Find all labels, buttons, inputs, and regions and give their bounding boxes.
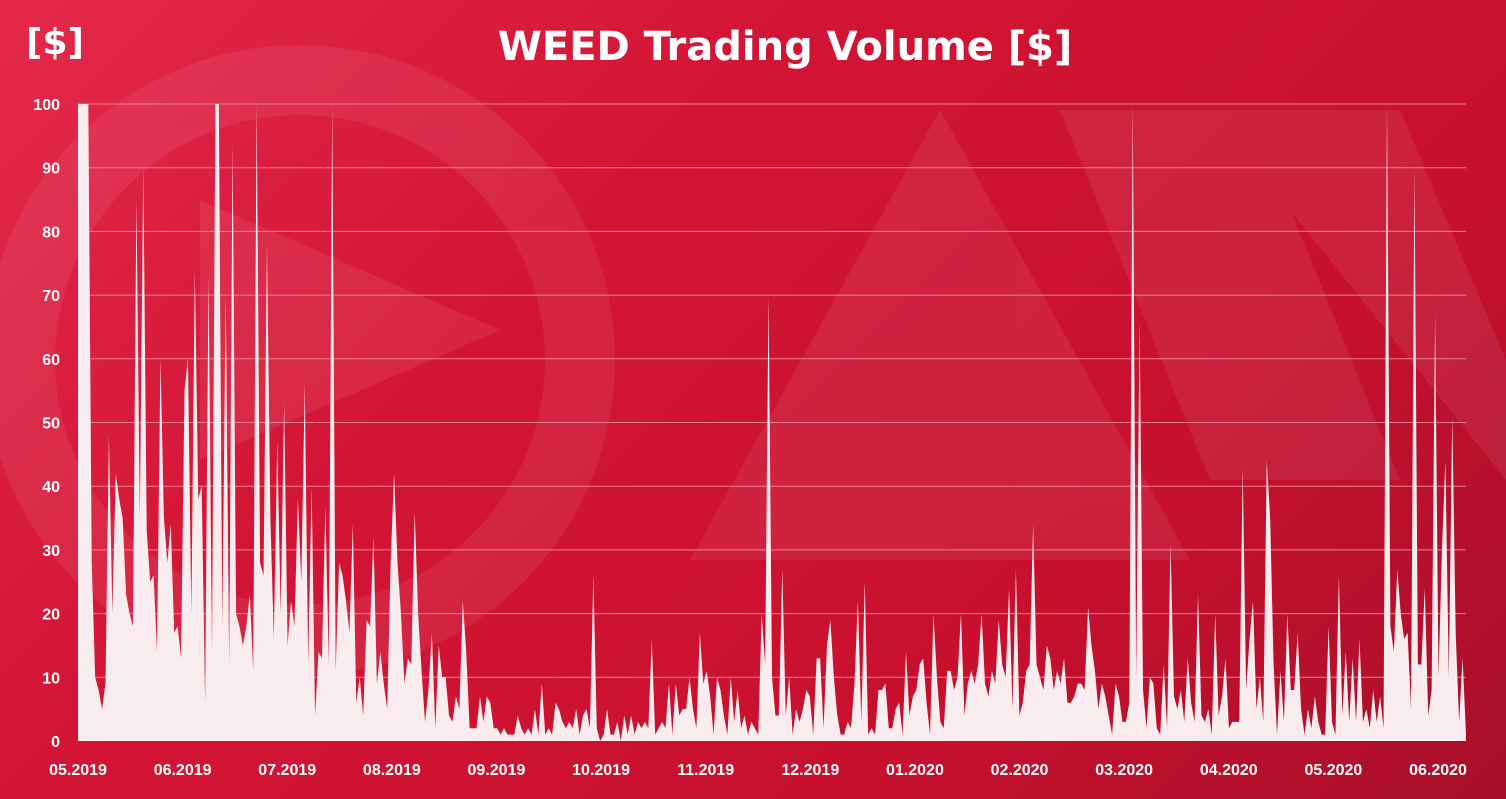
x-tick-label: 10.2019	[572, 762, 630, 779]
x-tick-label: 11.2019	[677, 762, 734, 779]
x-tick-label: 06.2019	[154, 762, 212, 779]
x-tick-label: 05.2020	[1304, 762, 1362, 779]
y-tick-label: 10	[42, 670, 60, 687]
y-tick-label: 70	[42, 288, 60, 305]
y-tick-label: 0	[51, 734, 60, 751]
x-tick-label: 12.2019	[781, 762, 839, 779]
y-tick-label: 30	[42, 543, 60, 560]
y-tick-label: 40	[42, 479, 60, 496]
y-tick-label: 100	[33, 97, 60, 114]
y-tick-label: 60	[42, 352, 60, 369]
watermark-logo	[0, 45, 1506, 675]
x-tick-label: 03.2020	[1095, 762, 1153, 779]
y-tick-label: 90	[42, 161, 60, 178]
plot-area	[78, 104, 1466, 741]
x-axis: 05.2019 06.2019 07.2019 08.2019 09.2019 10.20…	[49, 762, 1467, 779]
x-tick-label: 05.2019	[49, 762, 107, 779]
y-tick-label: 80	[42, 224, 60, 241]
chart-title: WEED Trading Volume [$]	[498, 24, 1072, 70]
gridlines	[78, 103, 1466, 678]
volume-area	[78, 104, 1466, 741]
y-tick-label: 20	[42, 607, 60, 624]
x-tick-label: 02.2020	[991, 762, 1049, 779]
x-tick-label: 08.2019	[363, 762, 421, 779]
x-tick-label: 01.2020	[886, 762, 944, 779]
x-tick-label: 04.2020	[1200, 762, 1258, 779]
unit-label: [$]	[26, 22, 84, 63]
y-tick-label: 50	[42, 416, 60, 433]
x-tick-label: 07.2019	[258, 762, 316, 779]
x-tick-label: 06.2020	[1409, 762, 1467, 779]
x-tick-label: 09.2019	[468, 762, 526, 779]
y-axis: 0 10 20 30 40 50 60 70 80 90 100	[33, 97, 60, 751]
